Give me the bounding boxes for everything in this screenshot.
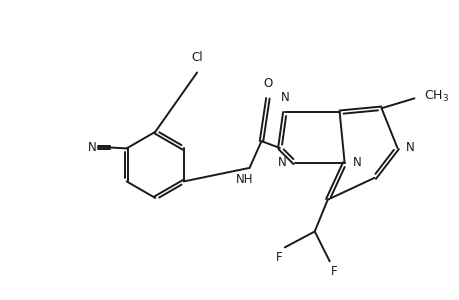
- Text: NH: NH: [235, 173, 253, 186]
- Text: N: N: [88, 141, 96, 154]
- Text: N: N: [352, 155, 361, 169]
- Text: F: F: [330, 265, 337, 278]
- Text: O: O: [263, 77, 272, 90]
- Text: F: F: [275, 251, 282, 264]
- Text: Cl: Cl: [191, 51, 203, 64]
- Text: N: N: [405, 141, 414, 154]
- Text: CH$_3$: CH$_3$: [423, 88, 448, 104]
- Text: N: N: [280, 91, 289, 104]
- Text: N: N: [277, 155, 286, 169]
